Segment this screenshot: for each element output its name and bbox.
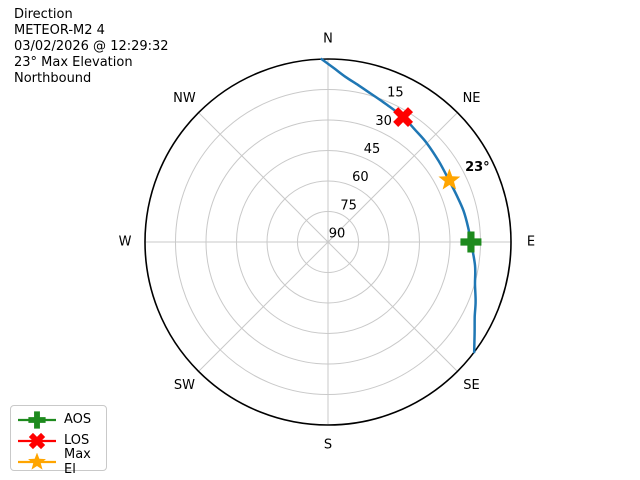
legend-marker-los: [28, 432, 46, 449]
aos-legend-glyph: [18, 410, 56, 429]
pass-direction-text: Northbound: [14, 71, 92, 86]
compass-label-sw: SW: [174, 378, 195, 393]
chart-title: Direction: [14, 7, 73, 22]
elevation-tick-label-60: 60: [352, 170, 369, 185]
pass-timestamp: 03/02/2026 @ 12:29:32: [14, 39, 169, 54]
legend-label-maxel: Max El: [64, 446, 91, 477]
aos-legend-marker-icon: [15, 410, 59, 429]
legend-item-los: LOS: [15, 430, 106, 451]
azimuth-spoke-se: [327, 241, 458, 372]
azimuth-spoke-nw: [198, 112, 329, 243]
compass-label-s: S: [324, 438, 332, 453]
satellite-name: METEOR-M2 4: [14, 23, 105, 38]
compass-label-e: E: [527, 235, 535, 250]
compass-label-nw: NW: [173, 91, 196, 106]
legend-item-maxel: Max El: [15, 447, 106, 477]
legend-marker-max-el: [28, 452, 46, 470]
max-el-marker: [438, 168, 461, 190]
aos-marker: [460, 231, 482, 253]
elevation-tick-label-45: 45: [364, 142, 381, 157]
elevation-tick-label-15: 15: [387, 86, 404, 101]
compass-label-se: SE: [463, 378, 479, 393]
legend-item-aos: AOS: [15, 409, 106, 430]
legend-marker-aos: [28, 410, 46, 429]
horizon-circle: [144, 58, 512, 426]
los-legend-glyph: [18, 432, 56, 449]
max-el-legend-glyph: [18, 452, 56, 470]
compass-label-w: W: [119, 235, 132, 250]
compass-label-ne: NE: [463, 91, 481, 106]
legend: AOS LOS Max El: [10, 405, 107, 477]
compass-label-n: N: [323, 32, 333, 47]
pass-info-header: Direction METEOR-M2 4 03/02/2026 @ 12:29…: [14, 7, 169, 87]
legend-label-aos: AOS: [64, 412, 92, 427]
elevation-tick-label-90: 90: [329, 227, 346, 242]
los-legend-marker-icon: [15, 432, 59, 450]
elevation-tick-label-75: 75: [340, 198, 357, 213]
max-elevation-annotation: 23°: [465, 160, 490, 175]
max-elevation-text: 23° Max Elevation: [14, 55, 133, 70]
azimuth-spoke-ne: [327, 112, 458, 243]
elevation-tick-label-30: 30: [375, 114, 392, 129]
max-el-legend-marker-icon: [15, 452, 59, 471]
los-marker: [393, 107, 414, 127]
legend-label-los: LOS: [64, 433, 90, 448]
azimuth-spoke-sw: [198, 241, 329, 372]
